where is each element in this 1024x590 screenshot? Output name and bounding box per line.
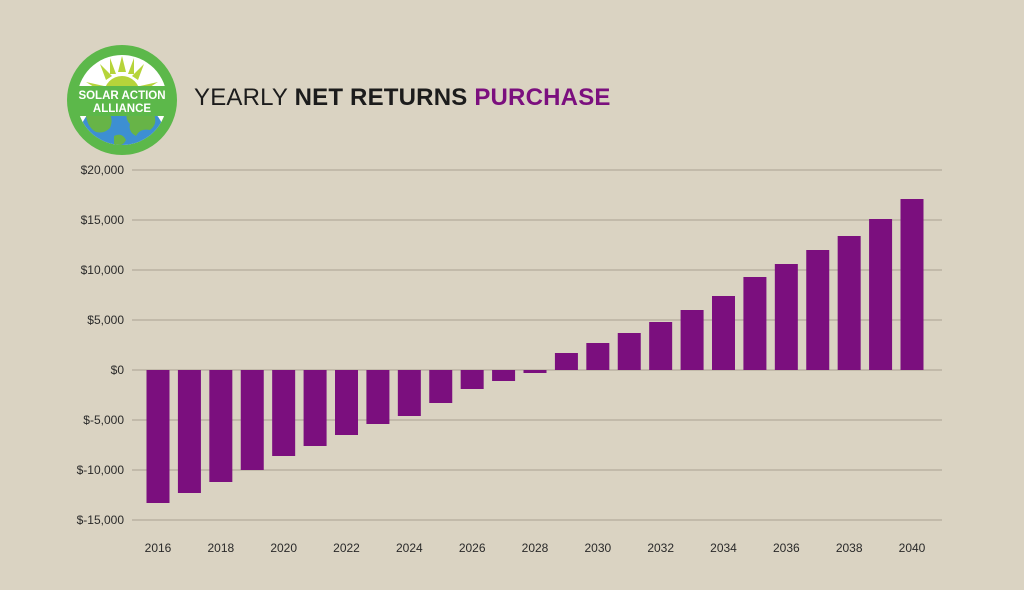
bar-2031 — [617, 333, 641, 370]
bar-2019 — [240, 370, 264, 470]
title-part-net-returns: NET RETURNS — [294, 84, 468, 111]
chart-title: YEARLY NET RETURNS PURCHASE — [194, 84, 611, 112]
x-tick-label: 2016 — [145, 541, 172, 555]
bar-2036 — [774, 264, 798, 370]
x-tick-label: 2028 — [522, 541, 549, 555]
x-tick-label: 2032 — [647, 541, 674, 555]
x-axis-tick-labels: 2016 2018 2020 2022 2024 2026 2028 2030 2032 2034… — [145, 541, 926, 555]
y-tick-label: $15,000 — [81, 213, 125, 227]
bar-2028 — [523, 370, 547, 373]
bar-2034 — [712, 296, 735, 370]
logo-text-line1: SOLAR ACTION — [78, 90, 165, 102]
y-tick-label: $-15,000 — [77, 513, 125, 527]
x-tick-label: 2040 — [899, 541, 926, 555]
bar-2033 — [680, 310, 704, 370]
bar-2035 — [743, 277, 767, 370]
title-part-yearly: YEARLY — [194, 84, 295, 111]
logo-text-banner — [70, 86, 174, 116]
bar-2020 — [272, 370, 296, 456]
x-tick-label: 2026 — [459, 541, 486, 555]
bar-2039 — [869, 219, 893, 370]
bar-2038 — [837, 236, 861, 370]
x-tick-label: 2018 — [207, 541, 234, 555]
bar-2026 — [460, 370, 484, 389]
bar-2040 — [900, 199, 924, 370]
bar-2029 — [554, 353, 578, 370]
x-tick-label: 2020 — [270, 541, 297, 555]
solar-action-alliance-logo: SOLAR ACTION ALLIANCE — [67, 45, 177, 155]
bar-2023 — [366, 370, 390, 424]
x-tick-label: 2030 — [584, 541, 611, 555]
y-tick-label: $10,000 — [81, 263, 125, 277]
bar-2022 — [335, 370, 358, 435]
x-tick-label: 2038 — [836, 541, 863, 555]
x-tick-label: 2022 — [333, 541, 360, 555]
bars — [146, 199, 924, 503]
bar-2025 — [429, 370, 453, 403]
x-tick-label: 2036 — [773, 541, 800, 555]
x-tick-label: 2024 — [396, 541, 423, 555]
y-tick-label: $20,000 — [81, 163, 125, 177]
bar-2037 — [806, 250, 830, 370]
bar-2032 — [649, 322, 673, 370]
bar-2017 — [177, 370, 201, 493]
y-tick-label: $5,000 — [87, 313, 124, 327]
y-tick-label: $-10,000 — [77, 463, 125, 477]
bar-2027 — [492, 370, 516, 381]
logo-text-line2: ALLIANCE — [93, 103, 151, 115]
y-tick-label: $-5,000 — [83, 413, 124, 427]
y-axis-tick-labels: $20,000 $15,000 $10,000 $5,000 $0 $-5,000 $-10… — [77, 163, 125, 527]
x-tick-label: 2034 — [710, 541, 737, 555]
y-tick-label: $0 — [111, 363, 125, 377]
bar-2024 — [397, 370, 421, 416]
bar-2018 — [209, 370, 233, 482]
bar-2030 — [586, 343, 610, 370]
bar-2016 — [146, 370, 170, 503]
bar-2021 — [303, 370, 327, 446]
title-part-purchase: PURCHASE — [467, 84, 611, 111]
